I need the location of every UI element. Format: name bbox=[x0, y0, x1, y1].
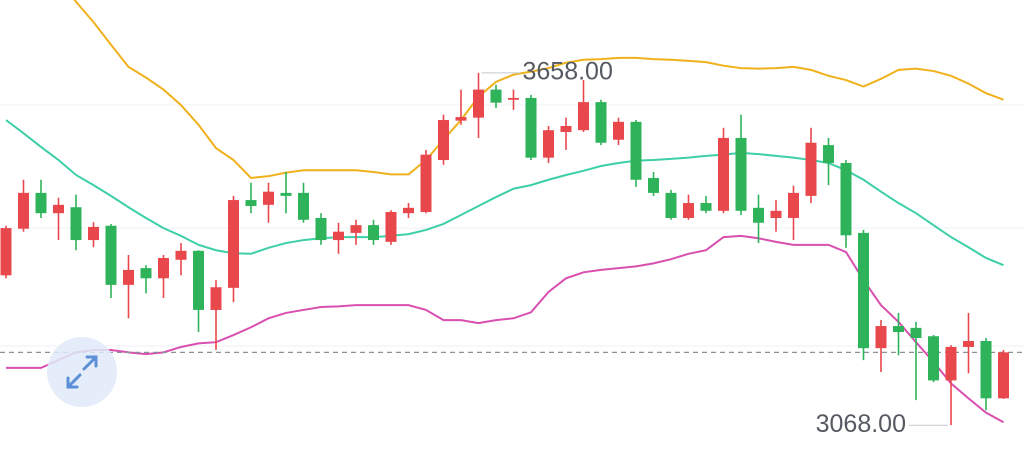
candle-body bbox=[315, 217, 327, 241]
candle-body bbox=[945, 346, 957, 381]
candle-body bbox=[560, 126, 572, 132]
expand-button-bg[interactable] bbox=[47, 337, 117, 407]
max-label: 3658.00 bbox=[523, 57, 613, 85]
candle-body bbox=[158, 257, 169, 279]
candle-body bbox=[280, 192, 292, 196]
candle-body bbox=[18, 192, 29, 229]
candle-body bbox=[613, 121, 624, 140]
candle-body bbox=[350, 225, 362, 233]
candle-body bbox=[438, 120, 449, 161]
candle-body bbox=[175, 250, 187, 260]
candle-body bbox=[805, 142, 817, 196]
expand-button[interactable] bbox=[47, 337, 117, 407]
candle-body bbox=[88, 226, 99, 241]
candle-body bbox=[718, 137, 729, 211]
band-line bbox=[5, 119, 1004, 267]
candle-body bbox=[770, 210, 782, 218]
candle-body bbox=[630, 121, 642, 180]
candle-body bbox=[980, 340, 992, 399]
band-line bbox=[6, 234, 1004, 424]
candle-body bbox=[753, 207, 764, 223]
candle-body bbox=[508, 97, 519, 100]
candle-body bbox=[228, 200, 239, 288]
candle-body bbox=[963, 340, 974, 347]
candle-body bbox=[998, 352, 1009, 399]
candle-body bbox=[858, 232, 869, 349]
candle-body bbox=[455, 117, 467, 121]
candle-body bbox=[70, 207, 82, 241]
candle-body bbox=[105, 225, 117, 285]
candle-body bbox=[298, 192, 309, 220]
candle-body bbox=[53, 204, 64, 214]
candle-body bbox=[473, 89, 484, 118]
plot: 3658.00 3068.00 bbox=[0, 0, 1024, 438]
candle-body bbox=[490, 89, 502, 103]
candle-body bbox=[245, 200, 257, 207]
candle-body bbox=[123, 269, 134, 285]
expand-icon[interactable] bbox=[66, 355, 98, 389]
candle-body bbox=[683, 203, 694, 218]
min-label: 3068.00 bbox=[816, 410, 906, 438]
candle-body bbox=[665, 192, 677, 218]
candle-body bbox=[893, 326, 904, 333]
candle-body bbox=[648, 177, 659, 193]
candle-body bbox=[193, 250, 204, 310]
candle-body bbox=[385, 212, 397, 242]
candle-body bbox=[788, 192, 799, 218]
candle-body bbox=[0, 228, 12, 276]
candle-body bbox=[333, 231, 344, 241]
candle-body bbox=[543, 130, 554, 158]
candle-body bbox=[910, 327, 922, 339]
candle-body bbox=[875, 326, 887, 349]
candle-body bbox=[35, 192, 47, 214]
candle-body bbox=[928, 336, 939, 381]
candle-body bbox=[420, 154, 432, 213]
candle-body bbox=[140, 268, 152, 279]
candle-body bbox=[595, 102, 607, 143]
candle-body bbox=[840, 163, 852, 236]
candle-body bbox=[210, 287, 222, 310]
candle-body bbox=[525, 97, 537, 158]
candle-body bbox=[263, 191, 274, 205]
candle-body bbox=[823, 145, 834, 164]
candle-body bbox=[700, 203, 712, 211]
candle-body bbox=[403, 207, 414, 214]
candle-body bbox=[735, 137, 747, 211]
band-line bbox=[73, 0, 1004, 180]
candle-body bbox=[578, 102, 589, 131]
candle-body bbox=[368, 225, 379, 241]
